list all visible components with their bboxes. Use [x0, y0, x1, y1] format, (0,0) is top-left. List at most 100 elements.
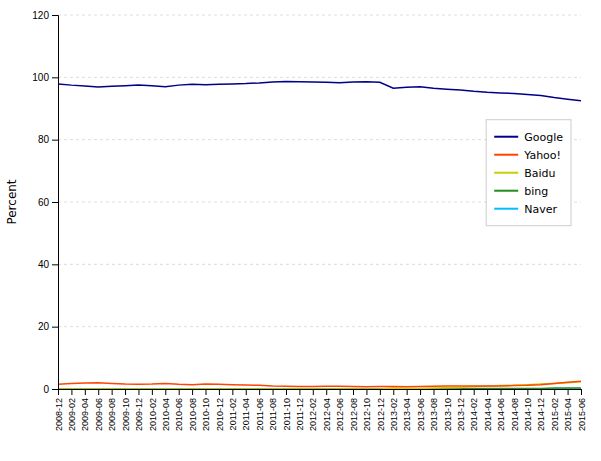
- x-tick: 2010-04: [161, 389, 171, 431]
- x-tick-label: 2011-04: [241, 398, 251, 430]
- x-tick-label: 2010-08: [188, 398, 198, 431]
- plot: 2008-122009-022009-042009-062009-082009-…: [5, 10, 587, 431]
- x-tick-mark: [541, 389, 542, 395]
- x-tick: 2010-06: [174, 389, 184, 431]
- x-tick-label: 2014-06: [496, 398, 506, 431]
- x-tick-label: 2010-10: [201, 398, 211, 431]
- x-axis: 2008-122009-022009-042009-062009-082009-…: [54, 389, 587, 431]
- x-tick-mark: [487, 389, 488, 395]
- y-tick: 20: [38, 321, 58, 332]
- y-tick: 100: [32, 72, 58, 83]
- legend-label: Yahoo!: [523, 149, 561, 162]
- x-tick: 2009-02: [67, 389, 77, 431]
- x-tick: 2012-10: [362, 389, 372, 431]
- x-tick-mark: [474, 389, 475, 395]
- x-tick-label: 2009-06: [94, 398, 104, 431]
- x-tick-mark: [299, 389, 300, 395]
- x-tick-label: 2012-06: [335, 398, 345, 431]
- x-tick: 2013-10: [443, 389, 453, 431]
- y-tick: 60: [38, 197, 58, 208]
- x-tick: 2009-04: [80, 389, 90, 431]
- x-tick-label: 2009-02: [67, 398, 77, 431]
- x-tick-mark: [98, 389, 99, 395]
- x-tick-label: 2012-10: [362, 398, 372, 431]
- x-tick: 2010-12: [215, 389, 225, 431]
- grid-line: [58, 326, 581, 327]
- x-tick-label: 2013-08: [429, 398, 439, 431]
- x-tick-label: 2010-04: [161, 398, 171, 431]
- x-tick: 2010-08: [188, 389, 198, 431]
- x-tick-mark: [259, 389, 260, 395]
- x-tick: 2009-08: [107, 389, 117, 431]
- grid-line: [58, 264, 581, 265]
- x-tick-label: 2013-12: [456, 398, 466, 431]
- y-tick-mark: [52, 327, 58, 328]
- y-tick: 120: [32, 10, 58, 21]
- legend-item: Yahoo!: [494, 149, 561, 162]
- legend-item: Baidu: [494, 167, 555, 180]
- x-tick: 2012-08: [349, 389, 359, 431]
- x-tick-mark: [125, 389, 126, 395]
- series-line: [58, 381, 581, 387]
- x-tick-label: 2009-10: [121, 398, 131, 431]
- y-tick-label: 80: [38, 134, 50, 145]
- x-tick-label: 2014-08: [510, 398, 520, 431]
- grid-line: [58, 15, 581, 16]
- x-tick-label: 2012-04: [322, 398, 332, 431]
- x-tick-mark: [340, 389, 341, 395]
- x-tick-label: 2013-06: [416, 398, 426, 431]
- x-tick: 2010-10: [201, 389, 211, 431]
- x-tick: 2015-06: [577, 389, 587, 431]
- x-tick-mark: [71, 389, 72, 395]
- x-tick-mark: [447, 389, 448, 395]
- legend-swatch: [494, 172, 518, 174]
- y-tick-mark: [52, 202, 58, 203]
- x-tick-mark: [380, 389, 381, 395]
- y-tick-mark: [52, 15, 58, 16]
- x-tick-mark: [581, 389, 582, 395]
- x-tick: 2012-12: [375, 389, 385, 431]
- x-tick-mark: [112, 389, 113, 395]
- x-tick-mark: [192, 389, 193, 395]
- x-tick-mark: [232, 389, 233, 395]
- x-tick-label: 2013-04: [402, 398, 412, 431]
- x-tick-label: 2014-02: [469, 398, 479, 431]
- legend-label: bing: [524, 185, 548, 198]
- y-tick-mark: [52, 264, 58, 265]
- y-axis-line: [52, 16, 59, 390]
- x-tick-label: 2014-04: [483, 398, 493, 431]
- legend-item: Google: [494, 131, 563, 144]
- x-tick-label: 2011-12: [295, 398, 305, 430]
- legend-label: Baidu: [524, 167, 555, 180]
- grid-line: [58, 77, 581, 78]
- x-tick-mark: [568, 389, 569, 395]
- x-tick-label: 2011-02: [228, 398, 238, 430]
- x-tick: 2011-08: [268, 389, 278, 430]
- x-tick-mark: [433, 389, 434, 395]
- x-tick: 2011-06: [255, 389, 265, 430]
- x-tick-mark: [179, 389, 180, 395]
- x-axis-line: [59, 390, 582, 396]
- legend-item: Naver: [494, 203, 557, 216]
- x-tick-mark: [393, 389, 394, 395]
- x-tick-mark: [286, 389, 287, 395]
- lines: [58, 81, 581, 389]
- x-tick: 2014-04: [483, 389, 493, 431]
- x-tick-label: 2013-10: [443, 398, 453, 431]
- x-tick-label: 2015-02: [550, 398, 560, 431]
- x-tick: 2012-06: [335, 389, 345, 431]
- x-tick-label: 2013-02: [389, 398, 399, 431]
- y-tick-label: 0: [43, 384, 49, 395]
- x-tick-mark: [206, 389, 207, 395]
- x-tick-mark: [514, 389, 515, 395]
- legend-item: bing: [494, 185, 548, 198]
- x-tick-label: 2010-06: [174, 398, 184, 431]
- x-tick: 2013-12: [456, 389, 466, 431]
- x-tick: 2013-08: [429, 389, 439, 431]
- x-tick: 2011-10: [282, 389, 292, 430]
- chart: 2008-122009-022009-042009-062009-082009-…: [0, 0, 601, 461]
- x-tick: 2009-10: [121, 389, 131, 431]
- y-axis-title: Percent: [5, 179, 19, 224]
- legend-swatch: [494, 208, 518, 210]
- x-tick: 2015-02: [550, 389, 560, 431]
